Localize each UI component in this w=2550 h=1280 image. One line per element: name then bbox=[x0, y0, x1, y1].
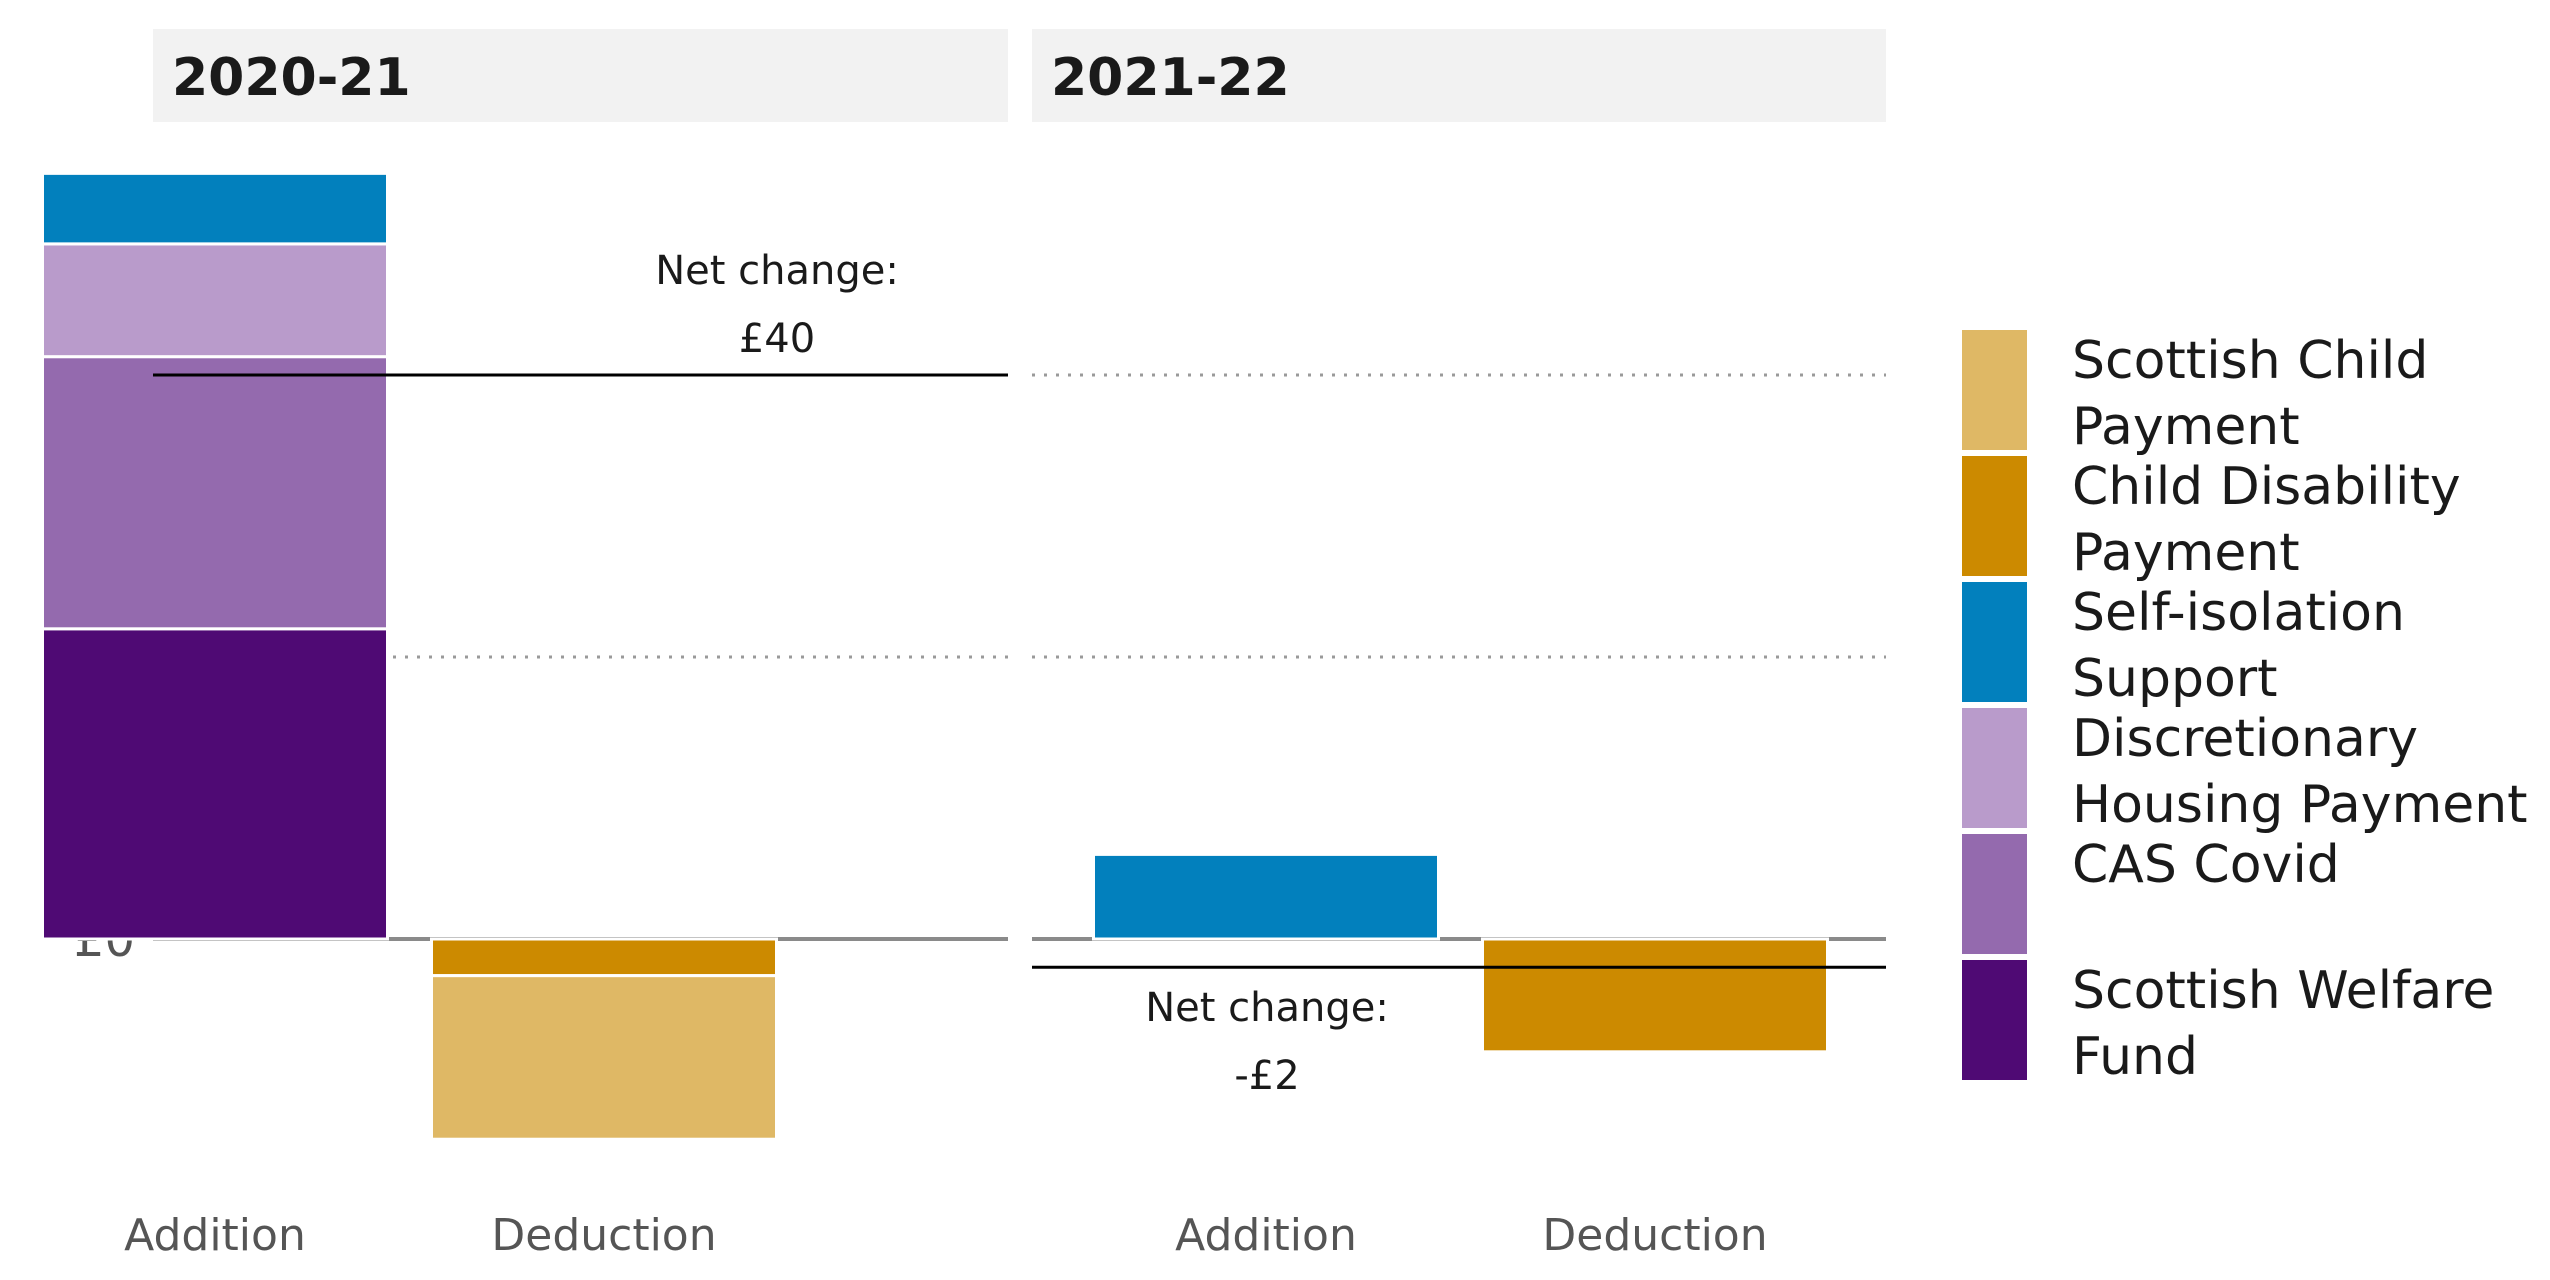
bar-segment-self-isolation-support bbox=[1092, 852, 1440, 941]
legend-swatch bbox=[1962, 834, 2027, 954]
legend-swatch bbox=[1962, 456, 2027, 576]
legend-swatch bbox=[1962, 330, 2027, 450]
legend-swatch bbox=[1962, 960, 2027, 1080]
legend-label: Payment bbox=[2072, 397, 2300, 457]
bar-segment-child-disability-payment bbox=[1481, 937, 1829, 1054]
bar-segment-scottish-welfare-fund bbox=[41, 627, 389, 941]
legend-label: Self-isolation bbox=[2072, 583, 2405, 643]
legend-label: CAS Covid bbox=[2072, 835, 2340, 895]
facet-strip-label: 2020-21 bbox=[172, 48, 411, 108]
legend-swatch bbox=[1962, 708, 2027, 828]
bar-segment-discretionary-housing-payment bbox=[41, 242, 389, 359]
bar-segment-child-disability-payment bbox=[430, 937, 778, 978]
legend-label: Support bbox=[2072, 649, 2278, 709]
bar-segment-cas-covid bbox=[41, 355, 389, 631]
facet-strip-label: 2021-22 bbox=[1051, 48, 1290, 108]
legend-label: Housing Payment bbox=[2072, 775, 2528, 835]
x-category-label: Deduction bbox=[1542, 1210, 1767, 1261]
bar-segment-self-isolation-support bbox=[41, 171, 389, 246]
x-category-label: Addition bbox=[124, 1210, 306, 1261]
legend-label: Payment bbox=[2072, 523, 2300, 583]
facet-strip bbox=[1032, 29, 1886, 122]
net-change-value: -£2 bbox=[1234, 1053, 1299, 1099]
legend-label: Scottish Welfare bbox=[2072, 961, 2494, 1021]
legend-label: Scottish Child bbox=[2072, 331, 2428, 391]
legend-label: Child Disability bbox=[2072, 457, 2461, 517]
bar-segment-scottish-child-payment bbox=[430, 974, 778, 1141]
net-change-value: £40 bbox=[739, 316, 815, 362]
net-change-label: Net change: bbox=[655, 248, 899, 294]
x-category-label: Addition bbox=[1175, 1210, 1357, 1261]
legend-swatch bbox=[1962, 582, 2027, 702]
facet-strip bbox=[153, 29, 1008, 122]
legend-label: Fund bbox=[2072, 1027, 2198, 1087]
net-change-label: Net change: bbox=[1145, 985, 1389, 1031]
legend-label: Discretionary bbox=[2072, 709, 2418, 769]
x-category-label: Deduction bbox=[491, 1210, 716, 1261]
